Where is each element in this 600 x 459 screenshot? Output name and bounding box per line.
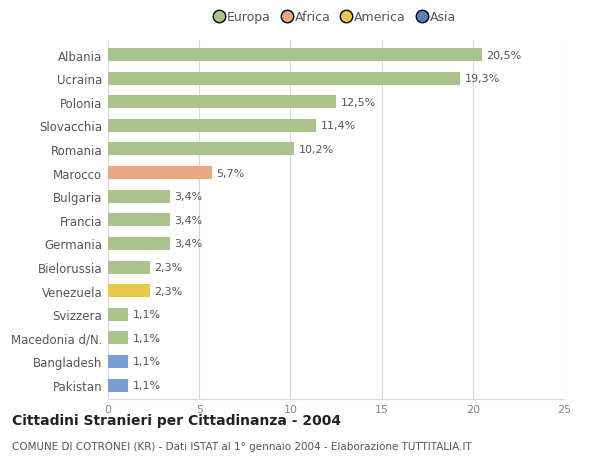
Bar: [108, 143, 294, 156]
Bar: [108, 49, 482, 62]
Text: 19,3%: 19,3%: [464, 74, 500, 84]
Bar: [108, 120, 316, 133]
Text: 3,4%: 3,4%: [175, 192, 203, 202]
Text: 5,7%: 5,7%: [217, 168, 245, 178]
Text: 11,4%: 11,4%: [320, 121, 356, 131]
Text: Cittadini Stranieri per Cittadinanza - 2004: Cittadini Stranieri per Cittadinanza - 2…: [12, 413, 341, 427]
Bar: [108, 237, 170, 250]
Bar: [108, 379, 128, 392]
Text: 3,4%: 3,4%: [175, 215, 203, 225]
Text: COMUNE DI COTRONEI (KR) - Dati ISTAT al 1° gennaio 2004 - Elaborazione TUTTITALI: COMUNE DI COTRONEI (KR) - Dati ISTAT al …: [12, 441, 472, 451]
Text: 10,2%: 10,2%: [299, 145, 334, 155]
Bar: [108, 261, 150, 274]
Text: 1,1%: 1,1%: [133, 309, 161, 319]
Legend: Europa, Africa, America, Asia: Europa, Africa, America, Asia: [211, 6, 461, 29]
Bar: [108, 214, 170, 227]
Text: 1,1%: 1,1%: [133, 357, 161, 367]
Text: 20,5%: 20,5%: [487, 50, 522, 61]
Bar: [108, 73, 460, 85]
Bar: [108, 355, 128, 368]
Bar: [108, 285, 150, 297]
Bar: [108, 190, 170, 203]
Text: 2,3%: 2,3%: [155, 286, 183, 296]
Text: 3,4%: 3,4%: [175, 239, 203, 249]
Text: 2,3%: 2,3%: [155, 263, 183, 273]
Bar: [108, 308, 128, 321]
Text: 12,5%: 12,5%: [341, 98, 376, 107]
Bar: [108, 167, 212, 179]
Bar: [108, 331, 128, 345]
Text: 1,1%: 1,1%: [133, 333, 161, 343]
Bar: [108, 96, 336, 109]
Text: 1,1%: 1,1%: [133, 380, 161, 390]
